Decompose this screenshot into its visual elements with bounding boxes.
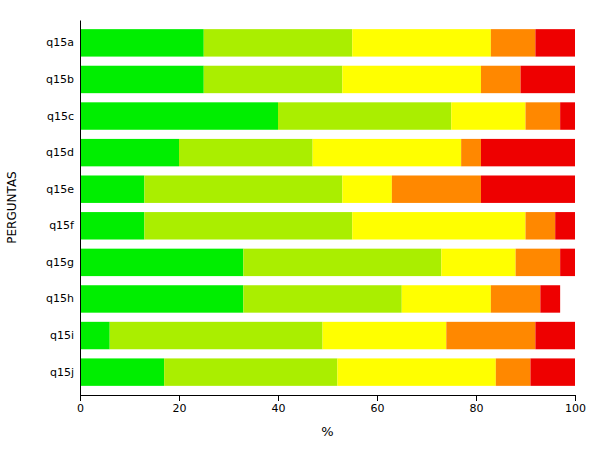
bar-segment [80,249,243,276]
bar-segment [313,139,462,166]
value-axis: 0 20 40 60 80 100 [77,395,586,415]
tick-label: q15j [50,366,74,379]
tick-label: q15c [47,110,74,123]
bar-segment [481,66,521,93]
tick-label: q15e [46,183,74,196]
bar-segment [80,66,204,93]
tick-label: q15g [46,256,74,269]
bar-segment [278,102,451,129]
tick: 40 [272,395,286,415]
tick-label: q15h [46,292,74,305]
bar-segment [446,322,535,349]
bar-segment [352,29,491,56]
tick: 0 [77,395,84,415]
tick-label: 0 [77,402,84,415]
bar-segment [80,29,204,56]
bars [80,29,575,386]
tick: 80 [470,395,484,415]
tick: q15g [46,256,74,269]
category-axis: q15a q15b q15c q15d q15e q15f q15g q15h q15i q15j [46,21,80,396]
bar-segment [491,285,540,312]
tick-mark [377,395,378,401]
tick: 20 [173,395,187,415]
tick-label: q15b [46,73,74,86]
tick-label: q15a [46,36,74,49]
bar-segment [80,175,144,202]
bar-segment [179,139,313,166]
bar-segment [80,285,243,312]
bar-segment [392,175,481,202]
tick: q15a [46,36,74,49]
bar-segment [491,29,536,56]
bar-segment [80,212,144,239]
tick: q15b [46,73,74,86]
tick: q15h [46,292,74,305]
bar-segment [496,358,531,385]
bar-segment [555,212,575,239]
bar-segment [204,29,353,56]
bar-segment [481,139,575,166]
tick-label: 60 [371,402,385,415]
bar-segment [535,322,575,349]
tick: q15j [50,366,74,379]
bar-segment [323,322,447,349]
tick: q15f [49,219,75,232]
bar-segment [342,175,392,202]
tick-label: 40 [272,402,286,415]
bar-segment [80,102,278,129]
tick-mark [80,395,81,401]
bar-segment [516,249,561,276]
bar-segment [560,102,575,129]
bar-segment [402,285,491,312]
bar-segment [535,29,575,56]
bar-segment [441,249,515,276]
bar-segment [451,102,525,129]
plot: 0 20 40 60 80 100 q15a q15b q15c q15d q15e q15f q15g… [46,21,586,415]
tick-label: q15f [49,219,75,232]
tick-mark [476,395,477,401]
bar-segment [164,358,337,385]
bar-segment [80,358,164,385]
tick-label: 20 [173,402,187,415]
bar-segment [352,212,525,239]
bar-segment [540,285,560,312]
bar-segment [80,139,179,166]
tick-mark [278,395,279,401]
tick: q15d [46,146,74,159]
tick-mark [575,395,576,401]
bar-segment [560,249,575,276]
bar-segment [243,285,401,312]
bar-segment [530,358,575,385]
bar-segment [110,322,323,349]
bar-segment [337,358,495,385]
tick-label: q15d [46,146,74,159]
axis-line [81,396,576,402]
bar-segment [526,212,556,239]
chart: 0 20 40 60 80 100 q15a q15b q15c q15d q15e q15f q15g… [0,0,600,450]
bar-segment [526,102,561,129]
tick-mark [179,395,180,401]
x-axis-title: % [321,424,333,439]
bar-segment [243,249,441,276]
tick: q15i [50,329,74,342]
tick: 100 [565,395,586,415]
bar-segment [144,212,352,239]
tick: 60 [371,395,385,415]
bar-segment [204,66,343,93]
tick-label: q15i [50,329,74,342]
tick: q15c [47,110,74,123]
bar-segment [80,322,110,349]
bar-segment [342,66,481,93]
bar-segment [481,175,575,202]
bar-segment [144,175,342,202]
bar-segment [521,66,575,93]
axis-line [80,21,81,396]
bar-segment [461,139,481,166]
tick: q15e [46,183,74,196]
tick-label: 100 [565,402,586,415]
tick-label: 80 [470,402,484,415]
y-axis-title: PERGUNTAS [5,171,19,243]
